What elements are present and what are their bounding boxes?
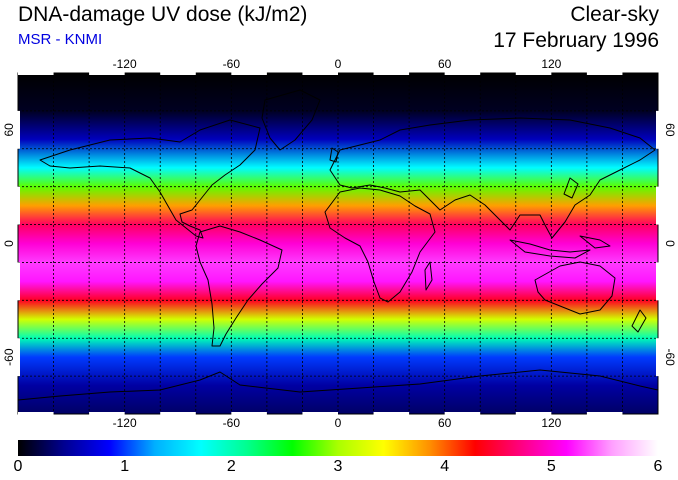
antarctica-coast [18,369,658,401]
frame-tick-segment [16,186,20,225]
frame-tick-segment [444,71,481,75]
frame-tick-segment [160,412,196,416]
lon-tick-label: 120 [541,57,561,71]
lat-tick-label: -60 [663,348,677,366]
colorbar-tick-label: 6 [653,458,663,475]
lat-tick-label: 60 [663,123,677,137]
frame-tick-segment [16,262,20,301]
frame-ticks [16,71,660,416]
colorbar-tick-label: 4 [440,458,450,475]
new-guinea-coast [579,235,611,249]
frame-tick-segment [18,412,54,416]
north-america-coast [39,119,261,239]
colorbar-tick-label: 0 [13,458,23,475]
lat-tick-label: -60 [2,348,16,366]
uk-coast [329,147,339,163]
lon-tick-label: 60 [438,57,452,71]
colorbar-tick-label: 3 [333,458,343,475]
lon-tick-label: 0 [335,57,342,71]
australia-coast [534,261,616,315]
date-label: 17 February 1996 [493,29,659,52]
frame-tick-segment [656,186,660,225]
frame-tick-segment [89,412,125,416]
frame-tick-segment [231,71,267,75]
lon-tick-label: -120 [113,416,137,430]
frame-tick-segment [231,412,267,416]
sky-condition-label: Clear-sky [570,3,659,26]
frame-tick-segment [586,412,623,416]
frame-tick-segment [16,338,20,377]
frame-tick-segment [302,412,338,416]
lon-tick-label: -60 [223,416,241,430]
frame-tick-segment [89,71,125,75]
lon-tick-label: 0 [335,416,342,430]
frame-tick-segment [160,71,196,75]
greenland-coast [261,89,321,151]
map-field [18,73,658,414]
lon-tick-label: 60 [438,416,452,430]
madagascar-coast [424,261,433,291]
indonesia-coast [509,239,591,259]
frame-tick-segment [373,71,410,75]
frame-tick-segment [302,71,338,75]
longitude-labels-top: -120 -60 0 60 120 [113,57,562,71]
africa-coast [324,187,436,303]
eurasia-coast [329,117,656,239]
frame-tick-segment [444,412,481,416]
coastlines [18,89,658,401]
graticule [18,73,658,414]
lat-tick-label: 0 [663,240,677,247]
frame-tick-segment [656,262,660,301]
lon-tick-label: 120 [541,416,561,430]
lat-tick-label: 0 [2,240,16,247]
frame-tick-segment [515,71,552,75]
frame-tick-segment [373,412,410,416]
lat-tick-label: 60 [2,123,16,137]
colorbar-tick-label: 5 [546,458,556,475]
page-title: DNA-damage UV dose (kJ/m2) [18,3,308,26]
japan-coast [563,177,579,199]
frame-tick-segment [515,412,552,416]
longitude-labels-bottom: -120 -60 0 60 120 [113,416,562,430]
latitude-labels-left: 60 0 -60 [2,123,16,366]
frame-tick-segment [16,110,20,149]
latitude-labels-right: 60 0 -60 [663,123,677,366]
colorbar-tick-label: 2 [226,458,236,475]
source-label: MSR - KNMI [18,31,103,48]
new-zealand-coast [631,309,647,333]
frame-tick-segment [656,338,660,377]
lon-tick-label: -60 [223,57,241,71]
lon-tick-label: -120 [113,57,137,71]
colorbar [18,440,658,456]
frame-tick-segment [586,71,623,75]
frame-tick-segment [656,110,660,149]
frame-tick-segment [18,71,54,75]
colorbar-tick-label: 1 [120,458,130,475]
